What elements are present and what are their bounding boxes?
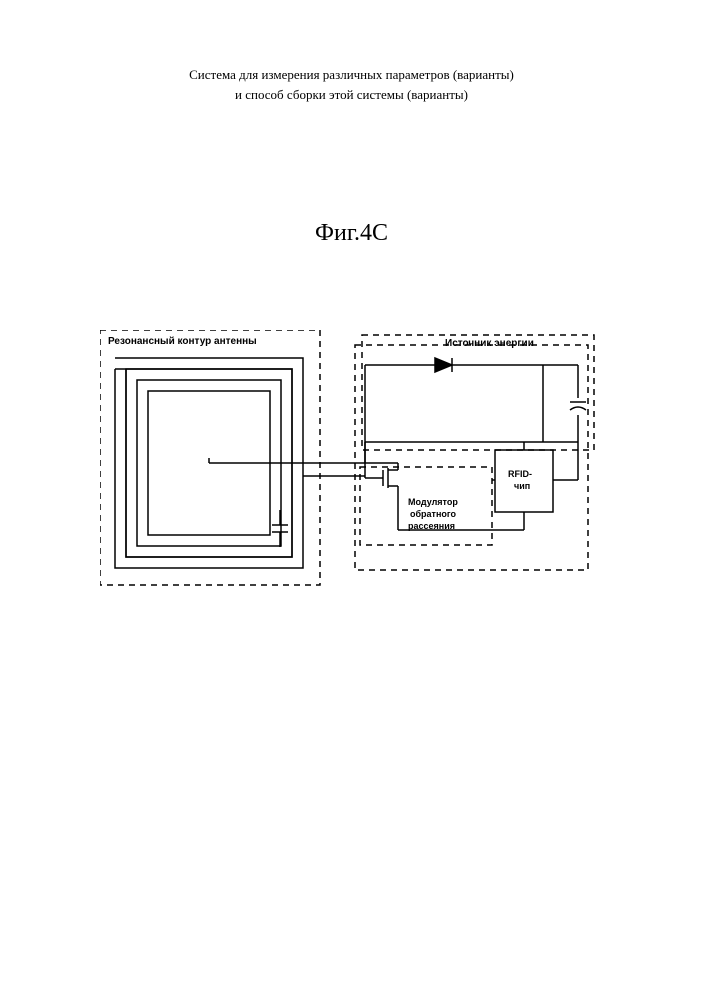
modulator-label-3: рассеяния (408, 521, 455, 531)
rfid-label-2: чип (514, 481, 530, 491)
page: Система для измерения различных параметр… (0, 0, 703, 1000)
modulator-label-1: Модулятор (408, 497, 458, 507)
energy-top-rail (365, 358, 578, 463)
header-line-1: Система для измерения различных параметр… (0, 65, 703, 85)
antenna-label: Резонансный контур антенны (108, 336, 257, 347)
energy-label: Источник энергии (445, 338, 534, 349)
antenna-capacitor-icon (272, 510, 288, 547)
energy-dashed-box (362, 335, 594, 450)
diagram-svg: Резонансный контур антенны Источник энер… (100, 330, 600, 610)
energy-bottom-rail (365, 365, 578, 476)
modulator-label-2: обратного (410, 509, 457, 519)
header-line-2: и способ сборки этой системы (варианты) (0, 85, 703, 105)
diode-icon (435, 358, 452, 372)
rfid-label-1: RFID- (508, 469, 532, 479)
page-header: Система для измерения различных параметр… (0, 65, 703, 104)
antenna-coil (115, 358, 330, 568)
figure-label: Фиг.4C (0, 220, 703, 247)
circuit-diagram: Резонансный контур антенны Источник энер… (100, 330, 600, 610)
energy-capacitor-icon (570, 402, 586, 410)
